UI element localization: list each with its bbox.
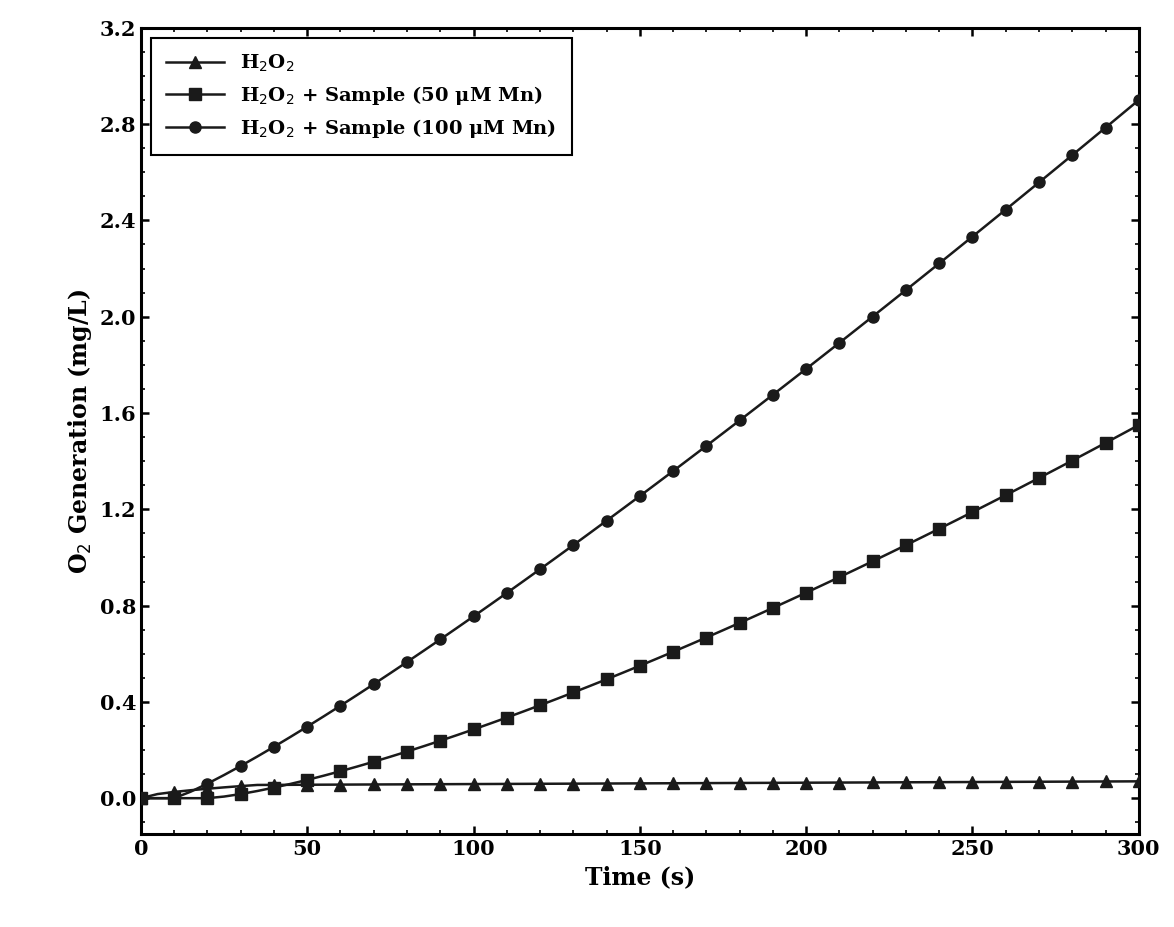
Legend: H$_2$O$_2$, H$_2$O$_2$ + Sample (50 μM Mn), H$_2$O$_2$ + Sample (100 μM Mn): H$_2$O$_2$, H$_2$O$_2$ + Sample (50 μM M… — [150, 37, 572, 156]
H$_2$O$_2$ + Sample (50 μM Mn) — [666, 646, 680, 657]
H$_2$O$_2$ — [484, 779, 498, 790]
H$_2$O$_2$ — [366, 779, 380, 790]
Line: H$_2$O$_2$ + Sample (50 μM Mn): H$_2$O$_2$ + Sample (50 μM Mn) — [135, 420, 1145, 804]
H$_2$O$_2$ + Sample (100 μM Mn) — [366, 679, 380, 690]
H$_2$O$_2$ + Sample (50 μM Mn) — [999, 489, 1013, 501]
H$_2$O$_2$ + Sample (50 μM Mn) — [366, 756, 380, 768]
H$_2$O$_2$ + Sample (100 μM Mn) — [134, 793, 148, 804]
H$_2$O$_2$ + Sample (100 μM Mn) — [1132, 95, 1146, 106]
H$_2$O$_2$ — [733, 778, 747, 789]
H$_2$O$_2$ + Sample (100 μM Mn) — [484, 599, 498, 610]
H$_2$O$_2$ — [666, 778, 680, 789]
H$_2$O$_2$ — [999, 776, 1013, 787]
Y-axis label: O$_2$ Generation (mg/L): O$_2$ Generation (mg/L) — [66, 288, 94, 574]
H$_2$O$_2$ + Sample (100 μM Mn) — [333, 700, 348, 711]
X-axis label: Time (s): Time (s) — [585, 865, 695, 889]
H$_2$O$_2$ + Sample (100 μM Mn) — [999, 204, 1013, 215]
H$_2$O$_2$ — [134, 793, 148, 804]
H$_2$O$_2$ + Sample (50 μM Mn) — [484, 718, 498, 730]
H$_2$O$_2$ + Sample (50 μM Mn) — [134, 793, 148, 804]
H$_2$O$_2$ + Sample (50 μM Mn) — [333, 766, 348, 777]
H$_2$O$_2$ + Sample (100 μM Mn) — [733, 415, 747, 426]
H$_2$O$_2$ + Sample (50 μM Mn) — [1132, 420, 1146, 431]
H$_2$O$_2$ + Sample (50 μM Mn) — [733, 617, 747, 629]
H$_2$O$_2$ + Sample (100 μM Mn) — [666, 465, 680, 476]
Line: H$_2$O$_2$ + Sample (100 μM Mn): H$_2$O$_2$ + Sample (100 μM Mn) — [135, 95, 1145, 804]
H$_2$O$_2$ — [333, 779, 348, 790]
H$_2$O$_2$ — [1132, 776, 1146, 787]
Line: H$_2$O$_2$: H$_2$O$_2$ — [135, 776, 1145, 804]
